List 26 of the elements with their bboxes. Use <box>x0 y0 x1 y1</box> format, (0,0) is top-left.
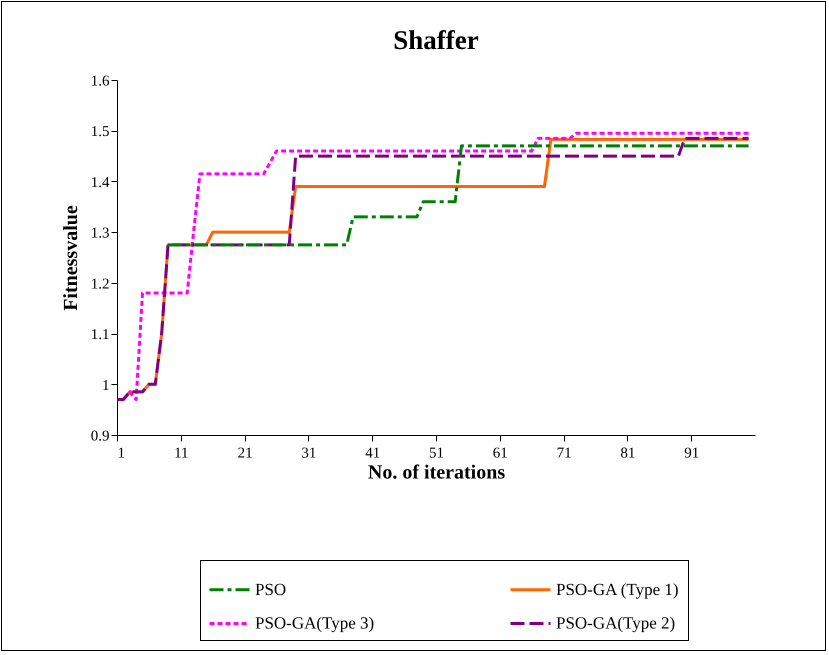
legend-label: PSO-GA(Type 2) <box>556 614 676 632</box>
x-tick-label: 61 <box>492 446 508 462</box>
y-axis-title: Fitnessvalue <box>60 205 82 311</box>
y-tick-label: 1.1 <box>90 327 110 344</box>
x-tick-label: 81 <box>620 446 636 462</box>
line-series <box>166 144 750 246</box>
y-tick-label: 1.2 <box>90 276 110 292</box>
x-axis-title: No. of iterations <box>368 462 506 484</box>
legend-label: PSO-GA (Type 1) <box>556 580 679 599</box>
y-tick-label: 1.3 <box>90 226 110 242</box>
x-tick-label: 11 <box>174 446 189 462</box>
x-tick-label: 71 <box>556 446 572 462</box>
legend-label: PSO-GA(Type 3) <box>255 614 374 632</box>
x-tick-label: 21 <box>238 446 253 462</box>
x-tick-label: 1 <box>118 446 125 462</box>
x-tick-label: 91 <box>684 446 700 462</box>
x-tick-label: 51 <box>429 446 444 462</box>
y-tick-label: 1.5 <box>90 124 110 140</box>
legend-label: PSO <box>255 580 286 599</box>
y-tick-label: 1.6 <box>90 74 110 90</box>
y-tick-label: 0.9 <box>90 428 110 444</box>
x-tick-label: 31 <box>301 446 316 462</box>
y-tick-label: 1.4 <box>90 174 110 191</box>
y-tick-label: 1 <box>102 378 110 394</box>
chart-title: Shaffer <box>393 25 479 55</box>
x-tick-label: 41 <box>365 446 380 462</box>
